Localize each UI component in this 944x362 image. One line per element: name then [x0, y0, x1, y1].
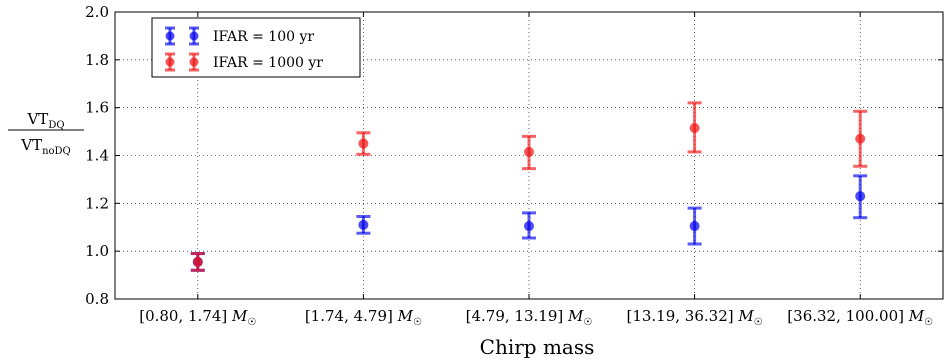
- legend-dot: [165, 57, 175, 67]
- svg-text:VTnoDQ: VTnoDQ: [20, 136, 71, 157]
- legend-marker-ifar-1000: [165, 52, 175, 72]
- x-tick-label: [13.19, 36.32] M☉: [626, 307, 762, 328]
- series-point: [853, 174, 868, 220]
- series-point: [853, 109, 868, 168]
- data-point: [524, 146, 534, 157]
- legend-dot: [189, 57, 199, 67]
- data-series: [190, 101, 868, 272]
- y-tick-label: 1.2: [85, 194, 109, 212]
- series-point: [687, 206, 702, 246]
- y-axis-label: VTDQ VTnoDQ: [8, 110, 84, 157]
- series-point: [190, 252, 205, 272]
- data-point: [855, 133, 866, 144]
- x-tick-label: [4.79, 13.19] M☉: [466, 307, 593, 328]
- data-point: [855, 191, 866, 202]
- legend-label-ifar-100: IFAR = 100 yr: [213, 29, 314, 45]
- x-tick-label: [0.80, 1.74] M☉: [139, 307, 256, 328]
- y-axis-ticks: 0.8 1.0 1.2 1.4 1.6 1.8 2.0: [85, 3, 943, 308]
- legend-label-ifar-1000: IFAR = 1000 yr: [213, 55, 323, 71]
- data-point: [524, 221, 534, 232]
- y-tick-label: 1.6: [85, 99, 109, 117]
- y-tick-label: 0.8: [85, 290, 109, 308]
- x-tick-label: [1.74, 4.79] M☉: [305, 307, 422, 328]
- data-point: [689, 122, 700, 133]
- svg-text:VTDQ: VTDQ: [26, 110, 64, 131]
- legend-marker-ifar-100: [189, 26, 199, 46]
- legend-marker-ifar-1000: [189, 52, 199, 72]
- x-axis-label: Chirp mass: [480, 335, 595, 359]
- data-point: [358, 138, 369, 149]
- series-point: [687, 101, 702, 154]
- series-ifar-1000: [190, 101, 868, 272]
- y-tick-label: 1.0: [85, 242, 109, 260]
- legend-dot: [165, 31, 175, 41]
- legend-marker-ifar-100: [165, 26, 175, 46]
- series-point: [356, 214, 371, 235]
- legend: IFAR = 100 yr IFAR = 1000 yr: [151, 17, 361, 78]
- x-axis-ticks: [0.80, 1.74] M☉ [1.74, 4.79] M☉ [4.79, 13.…: [139, 12, 933, 328]
- data-point: [358, 219, 369, 230]
- y-label-denominator-sub: noDQ: [42, 146, 71, 157]
- legend-dot: [189, 31, 199, 41]
- series-point: [522, 134, 536, 171]
- y-label-denominator: VT: [20, 136, 42, 154]
- data-point: [192, 256, 203, 267]
- series-point: [356, 131, 371, 156]
- legend-box: [151, 17, 361, 78]
- data-point: [689, 221, 700, 232]
- y-label-numerator: VT: [26, 110, 48, 128]
- series-point: [522, 211, 536, 240]
- y-tick-label: 2.0: [85, 3, 109, 21]
- series-ifar-100: [190, 174, 868, 272]
- y-tick-label: 1.8: [85, 51, 109, 69]
- x-tick-label: [36.32, 100.00] M☉: [787, 307, 933, 328]
- y-tick-label: 1.4: [85, 147, 109, 165]
- y-label-numerator-sub: DQ: [48, 120, 64, 131]
